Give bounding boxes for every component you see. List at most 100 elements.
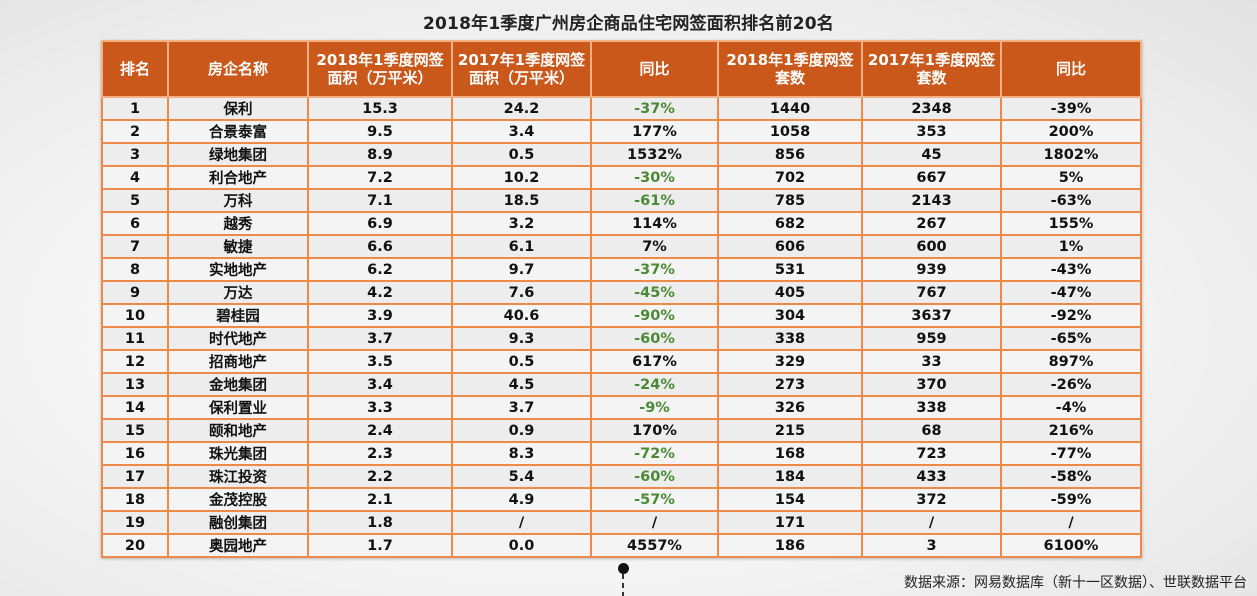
cell-rank: 18: [101, 487, 169, 512]
cell-area-2018: 6.2: [307, 257, 453, 282]
cell-units-2017: 68: [861, 418, 1002, 443]
cell-area-2018: 3.9: [307, 303, 453, 328]
cell-area-2018: 1.8: [307, 510, 453, 535]
cell-company: 奥园地产: [167, 533, 309, 558]
cell-units-2017: /: [861, 510, 1002, 535]
cell-rank: 16: [101, 441, 169, 466]
cell-company: 颐和地产: [167, 418, 309, 443]
cell-units-2018: 405: [717, 280, 863, 305]
cell-area-2018: 9.5: [307, 119, 453, 144]
cell-units-2017: 370: [861, 372, 1002, 397]
cell-area-2018: 1.7: [307, 533, 453, 558]
table-row: 7 敏捷 6.6 6.1 7% 606 600 1%: [101, 234, 1142, 259]
cell-rank: 5: [101, 188, 169, 213]
cell-area-2017: 9.3: [451, 326, 592, 351]
cell-company: 保利: [167, 96, 309, 121]
cell-units-2018: 1058: [717, 119, 863, 144]
cell-units-2017: 667: [861, 165, 1002, 190]
cell-units-2018: 215: [717, 418, 863, 443]
cell-area-2018: 8.9: [307, 142, 453, 167]
cell-units-yoy: 1802%: [1000, 142, 1142, 167]
cell-company: 保利置业: [167, 395, 309, 420]
cell-rank: 6: [101, 211, 169, 236]
cell-units-2018: 329: [717, 349, 863, 374]
cell-company: 合景泰富: [167, 119, 309, 144]
cell-area-yoy: -90%: [590, 303, 719, 328]
cell-units-2018: 702: [717, 165, 863, 190]
cell-area-2017: 40.6: [451, 303, 592, 328]
cell-company: 越秀: [167, 211, 309, 236]
cell-rank: 13: [101, 372, 169, 397]
cell-area-yoy: -57%: [590, 487, 719, 512]
cell-units-2018: 338: [717, 326, 863, 351]
cell-units-2017: 3637: [861, 303, 1002, 328]
cell-units-2018: 682: [717, 211, 863, 236]
table-row: 20 奥园地产 1.7 0.0 4557% 186 3 6100%: [101, 533, 1142, 558]
cell-company: 碧桂园: [167, 303, 309, 328]
cell-area-2018: 7.2: [307, 165, 453, 190]
cell-area-2018: 2.2: [307, 464, 453, 489]
cell-company: 实地地产: [167, 257, 309, 282]
table-row: 6 越秀 6.9 3.2 114% 682 267 155%: [101, 211, 1142, 236]
cell-area-2018: 6.6: [307, 234, 453, 259]
cell-company: 绿地集团: [167, 142, 309, 167]
cell-rank: 19: [101, 510, 169, 535]
table-body: 1 保利 15.3 24.2 -37% 1440 2348 -39% 2 合景泰富 9.5 3.4 17…: [101, 96, 1142, 558]
cell-units-2017: 338: [861, 395, 1002, 420]
cell-area-yoy: -9%: [590, 395, 719, 420]
cell-units-2017: 600: [861, 234, 1002, 259]
cell-area-2018: 3.4: [307, 372, 453, 397]
cell-units-2017: 353: [861, 119, 1002, 144]
cell-area-2018: 4.2: [307, 280, 453, 305]
cell-units-2018: 171: [717, 510, 863, 535]
cell-area-2018: 2.3: [307, 441, 453, 466]
cell-rank: 17: [101, 464, 169, 489]
table-row: 9 万达 4.2 7.6 -45% 405 767 -47%: [101, 280, 1142, 305]
cell-area-yoy: 170%: [590, 418, 719, 443]
cell-company: 金地集团: [167, 372, 309, 397]
cell-area-yoy: -72%: [590, 441, 719, 466]
cell-rank: 3: [101, 142, 169, 167]
cell-area-2018: 2.1: [307, 487, 453, 512]
cell-units-2018: 184: [717, 464, 863, 489]
ranking-table: 排名 房企名称 2018年1季度网签面积（万平米） 2017年1季度网签面积（万…: [101, 40, 1142, 558]
cell-area-yoy: 617%: [590, 349, 719, 374]
cell-area-2018: 15.3: [307, 96, 453, 121]
table-row: 1 保利 15.3 24.2 -37% 1440 2348 -39%: [101, 96, 1142, 121]
header-units-2017: 2017年1季度网签套数: [861, 40, 1002, 98]
cell-rank: 20: [101, 533, 169, 558]
cell-units-2017: 723: [861, 441, 1002, 466]
cell-company: 敏捷: [167, 234, 309, 259]
cell-area-2017: 4.5: [451, 372, 592, 397]
cell-units-yoy: 5%: [1000, 165, 1142, 190]
cell-area-2017: 0.9: [451, 418, 592, 443]
cell-area-yoy: 7%: [590, 234, 719, 259]
cell-units-2018: 304: [717, 303, 863, 328]
cell-company: 珠江投资: [167, 464, 309, 489]
cell-units-yoy: -43%: [1000, 257, 1142, 282]
cell-rank: 8: [101, 257, 169, 282]
header-units-2018: 2018年1季度网签套数: [717, 40, 863, 98]
table-row: 17 珠江投资 2.2 5.4 -60% 184 433 -58%: [101, 464, 1142, 489]
cell-units-2018: 785: [717, 188, 863, 213]
cell-units-yoy: -92%: [1000, 303, 1142, 328]
table-row: 15 颐和地产 2.4 0.9 170% 215 68 216%: [101, 418, 1142, 443]
cell-units-2018: 606: [717, 234, 863, 259]
cell-company: 珠光集团: [167, 441, 309, 466]
cell-units-2018: 168: [717, 441, 863, 466]
cell-area-yoy: /: [590, 510, 719, 535]
cell-units-yoy: -47%: [1000, 280, 1142, 305]
cell-units-2017: 3: [861, 533, 1002, 558]
cell-area-2018: 3.5: [307, 349, 453, 374]
cell-area-2017: 3.7: [451, 395, 592, 420]
cell-area-2017: 10.2: [451, 165, 592, 190]
table-row: 10 碧桂园 3.9 40.6 -90% 304 3637 -92%: [101, 303, 1142, 328]
cell-company: 金茂控股: [167, 487, 309, 512]
cell-units-2017: 2348: [861, 96, 1002, 121]
cell-area-yoy: -37%: [590, 96, 719, 121]
cell-area-2017: 4.9: [451, 487, 592, 512]
cell-units-yoy: 1%: [1000, 234, 1142, 259]
timeline-stem: [622, 574, 624, 596]
cell-units-yoy: 6100%: [1000, 533, 1142, 558]
header-rank: 排名: [101, 40, 169, 98]
